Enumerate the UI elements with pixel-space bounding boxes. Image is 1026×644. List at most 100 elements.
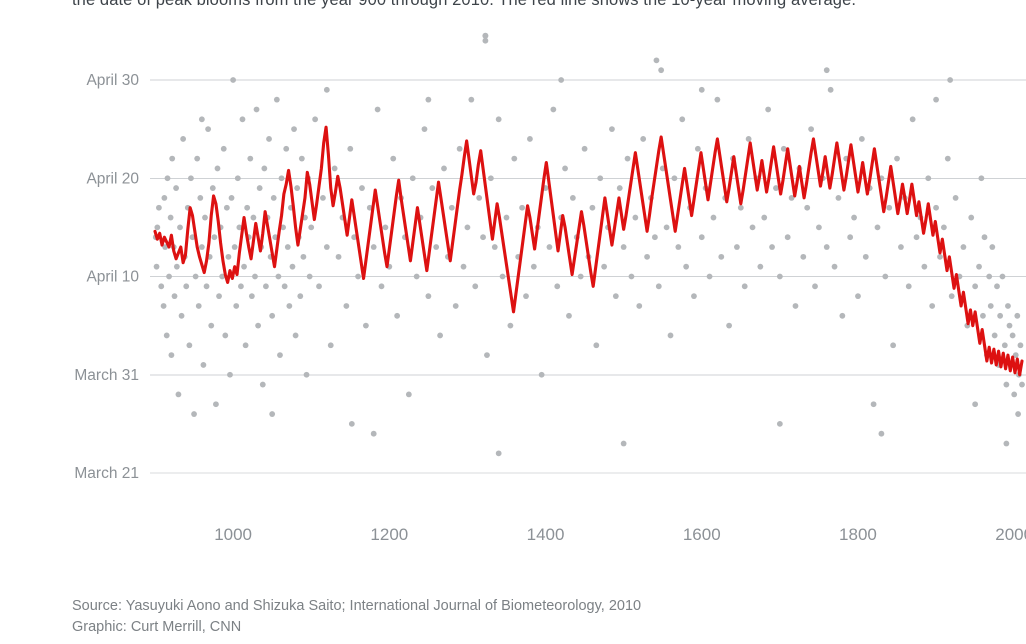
x-axis-tick-label: 1800 [839, 525, 877, 544]
scatter-point [233, 303, 240, 309]
scatter-point [784, 234, 791, 241]
scatter-point [208, 322, 215, 329]
scatter-point [175, 391, 182, 398]
scatter-point [550, 106, 557, 113]
scatter-point [312, 116, 319, 123]
scatter-point [989, 244, 996, 250]
scatter-point [937, 253, 943, 260]
scatter-point [323, 244, 330, 250]
scatter-point [382, 224, 389, 231]
footer: Source: Yasuyuki Aono and Shizuka Saito;… [72, 596, 972, 638]
scatter-point [511, 155, 518, 162]
scatter-point [359, 185, 365, 191]
scatter-point [714, 96, 721, 103]
scatter-point [378, 283, 385, 290]
scatter-point [283, 145, 290, 152]
scatter-point [913, 234, 920, 241]
scatter-point [658, 67, 665, 74]
scatter-point [456, 145, 463, 152]
scatter-point [425, 96, 432, 103]
scatter-point [164, 175, 171, 182]
scatter-point [620, 244, 627, 250]
scatter-point [981, 234, 988, 241]
scatter-point [162, 244, 169, 250]
scatter-point [491, 244, 498, 250]
scatter-point [741, 283, 748, 290]
scatter-point [519, 204, 526, 211]
chart-container: April 30 April 20 April 10 March 31 March 21… [74, 32, 1026, 544]
scatter-point [177, 224, 183, 231]
scatter-point [316, 283, 322, 290]
scatter-point [448, 204, 455, 211]
scatter-point [192, 273, 199, 280]
scatter-point [655, 283, 662, 290]
scatter-point [718, 253, 725, 260]
scatter-point [991, 332, 998, 339]
scatter-point [601, 263, 608, 270]
scatter-point [205, 126, 212, 133]
scatter-point [644, 253, 650, 260]
scatter-point [929, 303, 936, 309]
scatter-point [460, 263, 467, 270]
scatter-point [581, 145, 588, 152]
scatter-point [370, 430, 377, 437]
scatter-point [429, 185, 436, 191]
scatter-point [640, 136, 647, 142]
scatter-point [277, 352, 283, 358]
scatter-point [593, 342, 600, 349]
scatter-point [507, 322, 514, 329]
scatter-point [804, 204, 811, 211]
scatter-point [163, 332, 170, 339]
scatter-point [948, 293, 955, 300]
scatter-point [331, 165, 338, 172]
scatter-point [737, 204, 744, 211]
scatter-point [198, 244, 205, 250]
scatter-point [213, 401, 219, 408]
scatter-point [231, 244, 238, 250]
scatter-point [776, 420, 783, 427]
x-axis-tick-label: 1400 [527, 525, 565, 544]
scatter-point [827, 86, 834, 93]
scatter-point [405, 391, 412, 398]
scatter-point [972, 401, 979, 408]
scatter-point [952, 195, 959, 201]
scatter-point [999, 273, 1006, 280]
scatter-point [933, 96, 939, 103]
scatter-point [495, 116, 502, 123]
x-axis-tick-label: 1000 [214, 525, 252, 544]
scatter-point [476, 195, 483, 201]
x-axis-tick-label: 2000 [995, 525, 1026, 544]
scatter-point [823, 67, 830, 74]
scatter-point [1015, 411, 1021, 417]
scatter-point [244, 204, 251, 211]
scatter-point [538, 371, 545, 378]
scatter-point [694, 145, 701, 152]
scatter-point [1005, 303, 1011, 309]
scatter-point [792, 303, 799, 309]
scatter-point [390, 155, 397, 162]
scatter-point [734, 244, 740, 250]
scatter-point [773, 185, 779, 191]
scatter-point [327, 342, 334, 349]
scatter-point [472, 283, 479, 290]
scatter-point [241, 263, 247, 270]
scatter-point [289, 263, 296, 270]
scatter-point [698, 86, 705, 93]
scatter-point [306, 273, 313, 280]
scatter-point [464, 224, 471, 231]
scatter-point [294, 185, 301, 191]
scatter-point [284, 244, 291, 250]
scatter-point [612, 293, 619, 300]
scatter-point [169, 155, 176, 162]
scatter-point [812, 283, 818, 290]
scatter-point [894, 155, 900, 162]
scatter-point-outlier [482, 32, 489, 39]
scatter-point [197, 195, 204, 201]
scatter-point [653, 57, 660, 64]
scatter-point [320, 195, 326, 201]
scatter-point [671, 175, 678, 182]
scatter-point [788, 195, 795, 201]
scatter-point [223, 204, 230, 211]
scatter-point [270, 195, 277, 201]
